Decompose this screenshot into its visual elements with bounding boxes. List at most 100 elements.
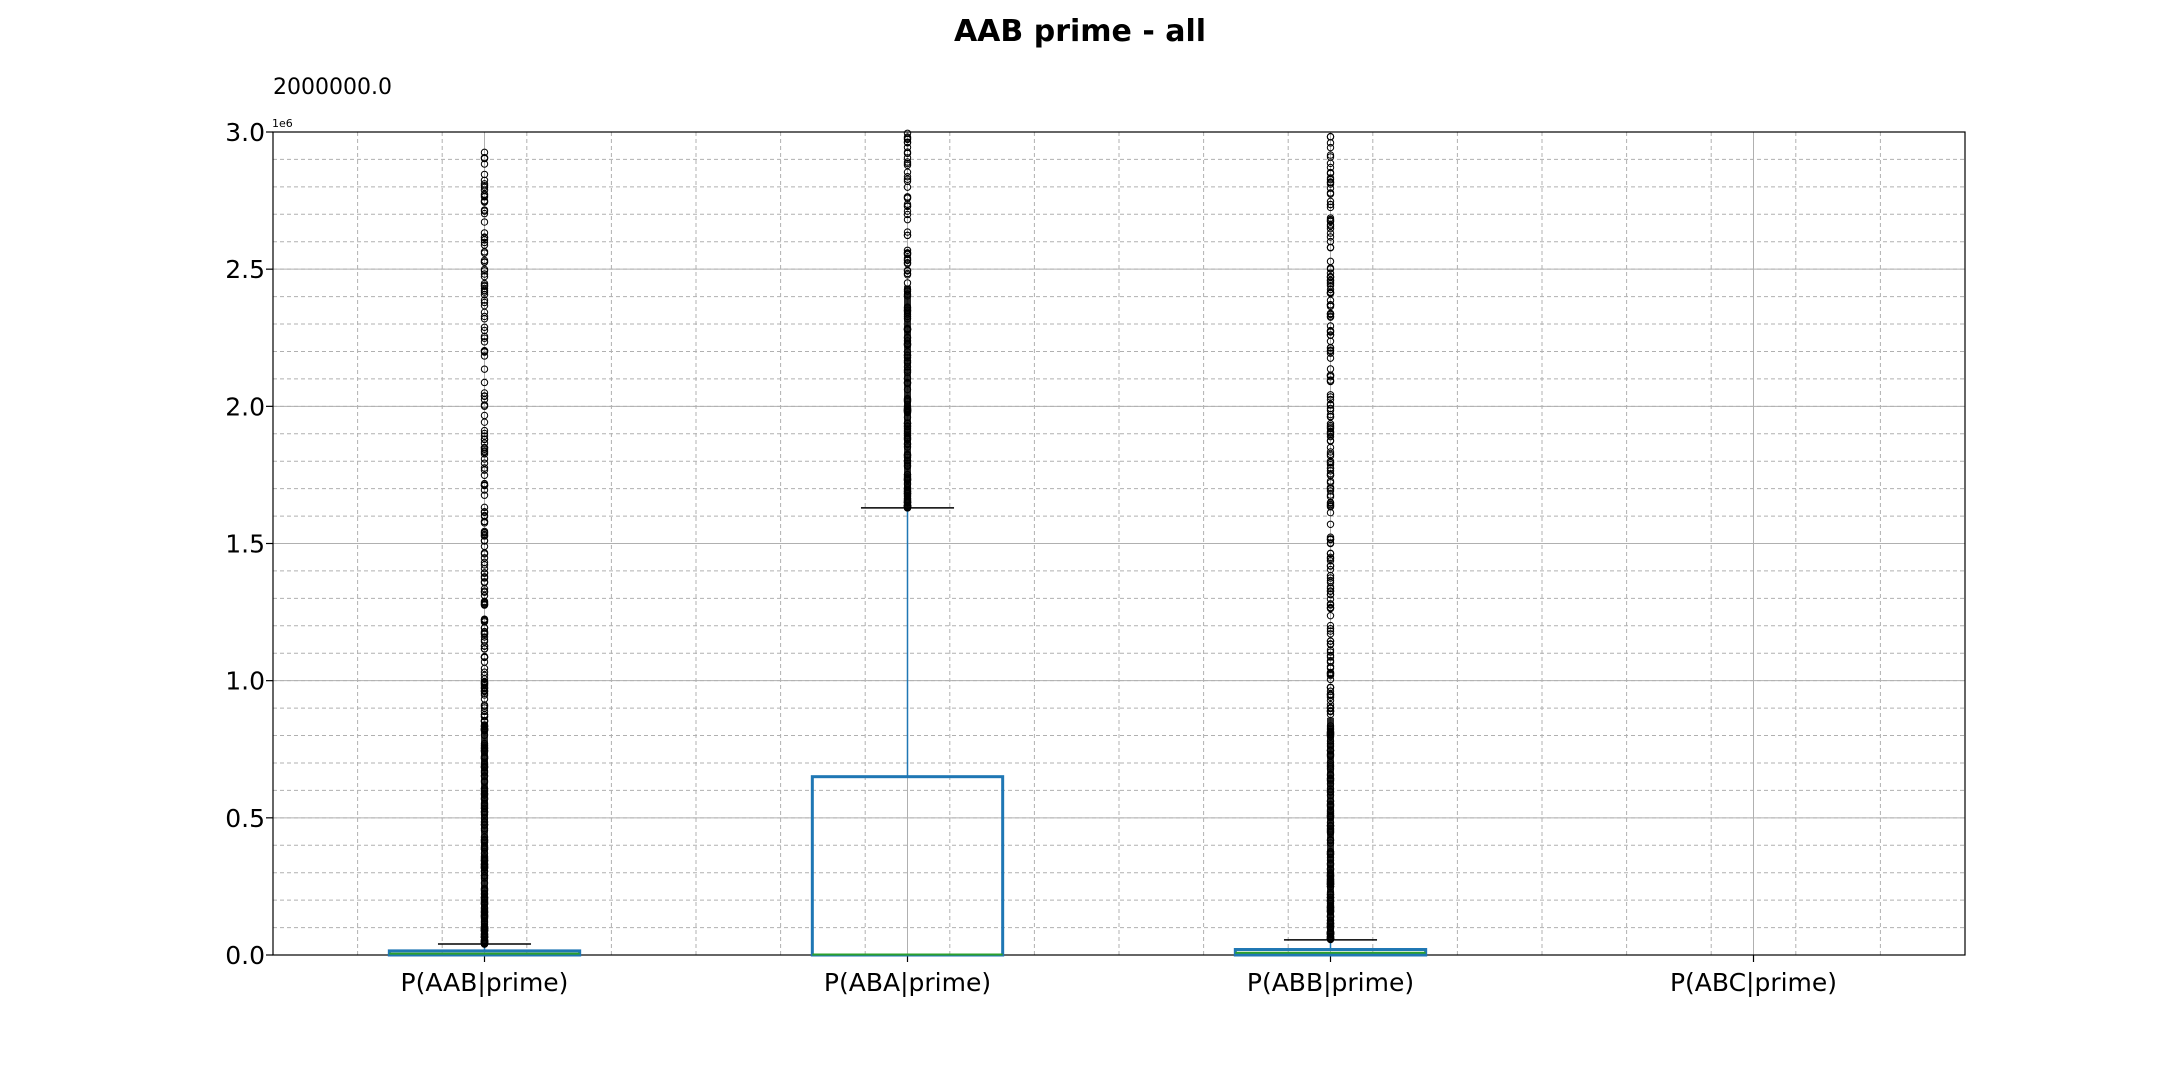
- outlier-point: [480, 284, 489, 293]
- outlier-point: [480, 352, 489, 360]
- outlier-point: [480, 154, 489, 162]
- outlier-point: [903, 200, 912, 208]
- outlier-point: [1326, 151, 1335, 159]
- outlier-point: [480, 615, 489, 623]
- outlier-point: [903, 172, 912, 181]
- outlier-point: [1326, 535, 1335, 544]
- outlier-point: [1326, 670, 1335, 679]
- outlier-point: [480, 347, 489, 355]
- outlier-point: [1326, 288, 1335, 296]
- outlier-point: [1326, 190, 1335, 198]
- outlier-point: [903, 207, 912, 215]
- outlier-point: [480, 687, 489, 696]
- outlier-point: [1326, 229, 1335, 237]
- outlier-point: [1326, 520, 1335, 528]
- outlier-point: [903, 143, 912, 152]
- outlier-point: [480, 633, 489, 641]
- outlier-point: [480, 503, 489, 512]
- outlier-point: [480, 296, 489, 304]
- outlier-point: [480, 561, 489, 569]
- outlier-point: [480, 554, 489, 562]
- outlier-point: [1326, 555, 1335, 563]
- outlier-point: [1326, 200, 1335, 209]
- outlier-point: [1326, 377, 1335, 386]
- outlier-point: [903, 154, 912, 162]
- outlier-point: [480, 591, 489, 600]
- outlier-point: [480, 298, 489, 307]
- outlier-point: [1326, 648, 1335, 656]
- outlier-point: [480, 229, 489, 237]
- outlier-point: [480, 365, 489, 373]
- outlier-point: [1326, 391, 1335, 399]
- outlier-point: [480, 695, 489, 703]
- outlier-point: [1326, 583, 1335, 591]
- outlier-point: [1326, 285, 1335, 294]
- outlier-point: [480, 519, 489, 527]
- outlier-point: [1326, 595, 1335, 603]
- x-tick-label: P(ABB|prime): [1247, 968, 1414, 997]
- y-axis-exponent-label: 1e6: [272, 117, 293, 130]
- outlier-point: [1326, 710, 1335, 719]
- outlier-point: [1326, 700, 1335, 709]
- outlier-point: [480, 491, 489, 499]
- outlier-point: [480, 481, 489, 490]
- outlier-point: [480, 272, 489, 281]
- outlier-point: [1326, 432, 1335, 441]
- outlier-point: [480, 618, 489, 626]
- outlier-point: [480, 426, 489, 435]
- outlier-point: [480, 236, 489, 244]
- outlier-point: [1326, 215, 1335, 224]
- outlier-point: [480, 578, 489, 586]
- outlier-point: [480, 401, 489, 409]
- outlier-point: [1326, 565, 1335, 574]
- outlier-point: [480, 233, 489, 241]
- outlier-point: [480, 466, 489, 474]
- outlier-point: [480, 286, 489, 295]
- outlier-point: [903, 266, 912, 275]
- outlier-point: [480, 249, 489, 257]
- outlier-point: [1326, 574, 1335, 582]
- outlier-point: [480, 658, 489, 666]
- outlier-point: [1326, 233, 1335, 241]
- outlier-point: [903, 249, 912, 257]
- outlier-point: [1326, 500, 1335, 509]
- x-tick-label: P(AAB|prime): [401, 968, 569, 997]
- outlier-point: [1326, 630, 1335, 638]
- outlier-point: [480, 238, 489, 247]
- outlier-point: [1326, 276, 1335, 285]
- outlier-point: [1326, 533, 1335, 541]
- outlier-point: [1326, 133, 1335, 141]
- outlier-point: [1326, 428, 1335, 437]
- outlier-point: [1326, 469, 1335, 478]
- outlier-point: [903, 231, 912, 240]
- outlier-point: [903, 228, 912, 236]
- outlier-point: [480, 668, 489, 676]
- outlier-point: [1326, 696, 1335, 705]
- outlier-point: [1326, 203, 1335, 212]
- outlier-point: [480, 684, 489, 692]
- outlier-point: [1326, 625, 1335, 633]
- outlier-point: [480, 334, 489, 342]
- outlier-point: [1326, 448, 1335, 456]
- outlier-point: [480, 176, 489, 184]
- outlier-point: [903, 258, 912, 267]
- x-tick-label: P(ABA|prime): [824, 968, 991, 997]
- outlier-point: [1326, 309, 1335, 318]
- outlier-point: [1326, 637, 1335, 645]
- outlier-point: [903, 271, 912, 279]
- outlier-point: [1326, 640, 1335, 648]
- outlier-point: [480, 711, 489, 719]
- outlier-point: [1326, 467, 1335, 475]
- outlier-point: [1326, 280, 1335, 288]
- outlier-point: [480, 573, 489, 581]
- outlier-point: [480, 206, 489, 214]
- outlier-dense-band: [904, 285, 911, 508]
- outlier-point: [480, 464, 489, 472]
- outlier-point: [1326, 395, 1335, 404]
- outlier-point: [480, 265, 489, 274]
- outlier-point: [480, 191, 489, 199]
- outlier-point: [1326, 143, 1335, 152]
- outlier-point: [480, 256, 489, 265]
- outlier-point: [1326, 562, 1335, 570]
- outlier-point: [480, 326, 489, 335]
